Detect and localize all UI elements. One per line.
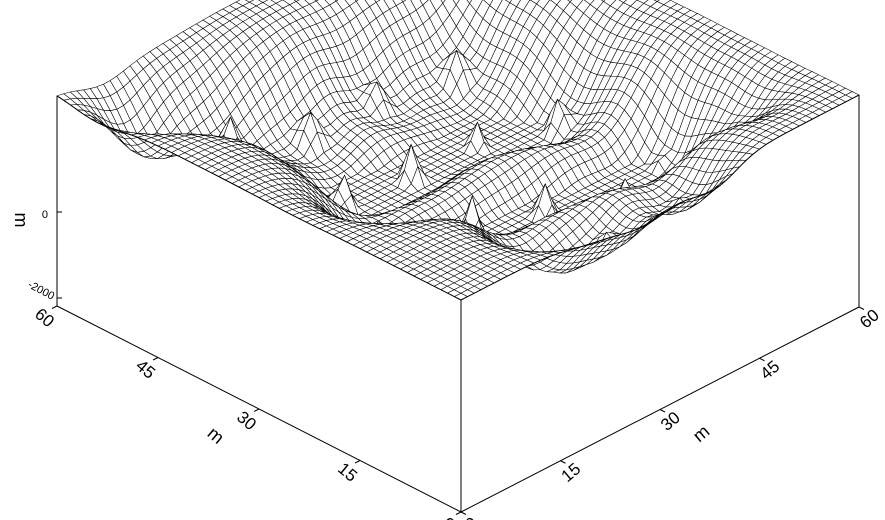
x-tick-label-0: 0	[462, 513, 481, 520]
mesh-cell	[440, 0, 446, 4]
y-tick-mark	[51, 305, 58, 309]
y-tick-mark	[354, 460, 361, 464]
mesh-cell	[244, 0, 255, 3]
front-profile-x	[460, 94, 860, 301]
x-tick-mark	[460, 511, 467, 515]
z-tick-label-minus2000: -2000	[26, 279, 56, 303]
mesh-cell	[466, 0, 472, 4]
x-tick-mark	[659, 409, 666, 413]
surface-mesh	[56, 0, 860, 301]
x-tick-label-45: 45	[757, 357, 784, 384]
plot-frame	[51, 94, 865, 515]
x-tick-mark	[759, 357, 765, 362]
z-tick-label-0: 0	[42, 209, 48, 221]
front-profile-y	[56, 95, 462, 301]
y-tick-label-60: 60	[31, 304, 58, 331]
y-tick-label-30: 30	[233, 407, 260, 434]
x-axis-label: m	[689, 421, 713, 446]
y-tick-label-45: 45	[132, 356, 159, 383]
x-tick-label-30: 30	[657, 408, 684, 435]
x-tick-mark	[858, 306, 865, 310]
x-tick-label-15: 15	[558, 459, 585, 486]
z-axis-label: m	[11, 213, 31, 228]
x-tick-label-60: 60	[856, 305, 883, 332]
y-tick-mark	[253, 408, 260, 412]
x-tick-mark	[560, 460, 566, 464]
y-tick-mark	[455, 511, 462, 515]
y-tick-label-15: 15	[334, 459, 361, 486]
y-axis-label: m	[204, 423, 228, 448]
mesh-cell	[452, 0, 460, 6]
y-tick-label-0: 0	[439, 513, 458, 520]
y-tick-mark	[152, 357, 159, 361]
